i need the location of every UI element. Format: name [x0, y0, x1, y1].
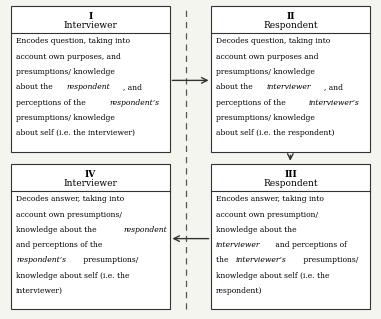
Text: knowledge about self (i.e. the: knowledge about self (i.e. the — [216, 272, 330, 280]
Text: respondent: respondent — [67, 83, 110, 91]
Text: Decodes answer, taking into: Decodes answer, taking into — [16, 195, 124, 203]
Text: interviewer’s: interviewer’s — [309, 99, 360, 107]
Bar — [11, 164, 170, 309]
Text: presumptions/ knowledge: presumptions/ knowledge — [16, 114, 115, 122]
Text: , and: , and — [123, 83, 142, 91]
Text: presumptions/ knowledge: presumptions/ knowledge — [216, 114, 315, 122]
Text: Interviewer: Interviewer — [64, 179, 117, 188]
Text: respondent): respondent) — [216, 287, 263, 295]
Text: and perceptions of: and perceptions of — [274, 241, 347, 249]
Text: the: the — [216, 256, 231, 264]
Text: presumptions/: presumptions/ — [301, 256, 358, 264]
Text: knowledge about the: knowledge about the — [216, 226, 297, 234]
Bar — [211, 6, 370, 152]
Text: Decodes question, taking into: Decodes question, taking into — [216, 37, 330, 45]
Text: account own presumptions/: account own presumptions/ — [16, 211, 122, 219]
Text: knowledge about the: knowledge about the — [16, 226, 99, 234]
Text: presumptions/ knowledge: presumptions/ knowledge — [16, 68, 115, 76]
Text: account own purposes and: account own purposes and — [216, 53, 319, 61]
Text: interviewer: interviewer — [216, 241, 261, 249]
Text: presumptions/: presumptions/ — [80, 256, 138, 264]
Text: interviewer’s: interviewer’s — [235, 256, 286, 264]
Text: interviewer: interviewer — [267, 83, 311, 91]
Text: respondent: respondent — [123, 226, 167, 234]
Text: Respondent: Respondent — [263, 21, 318, 30]
Text: and perceptions of the: and perceptions of the — [16, 241, 102, 249]
Text: Respondent: Respondent — [263, 179, 318, 188]
Text: interviewer): interviewer) — [16, 287, 63, 295]
Text: Encodes question, taking into: Encodes question, taking into — [16, 37, 130, 45]
Text: , and: , and — [324, 83, 343, 91]
Text: account own presumption/: account own presumption/ — [216, 211, 318, 219]
Text: about the: about the — [216, 83, 255, 91]
Text: III: III — [284, 170, 297, 179]
Text: perceptions of the: perceptions of the — [216, 99, 288, 107]
Text: about self (i.e. the interviewer): about self (i.e. the interviewer) — [16, 129, 135, 137]
Text: about the: about the — [16, 83, 55, 91]
Text: knowledge about self (i.e. the: knowledge about self (i.e. the — [16, 272, 130, 280]
Text: IV: IV — [85, 170, 96, 179]
Text: account own purposes, and: account own purposes, and — [16, 53, 121, 61]
Text: about self (i.e. the respondent): about self (i.e. the respondent) — [216, 129, 335, 137]
Bar — [211, 164, 370, 309]
Text: respondent’s: respondent’s — [109, 99, 159, 107]
Bar — [11, 6, 170, 152]
Text: presumptions/ knowledge: presumptions/ knowledge — [216, 68, 315, 76]
Text: respondent’s: respondent’s — [16, 256, 66, 264]
Text: Interviewer: Interviewer — [64, 21, 117, 30]
Text: I: I — [88, 12, 93, 21]
Text: perceptions of the: perceptions of the — [16, 99, 88, 107]
Text: II: II — [286, 12, 295, 21]
Text: Encodes answer, taking into: Encodes answer, taking into — [216, 195, 324, 203]
